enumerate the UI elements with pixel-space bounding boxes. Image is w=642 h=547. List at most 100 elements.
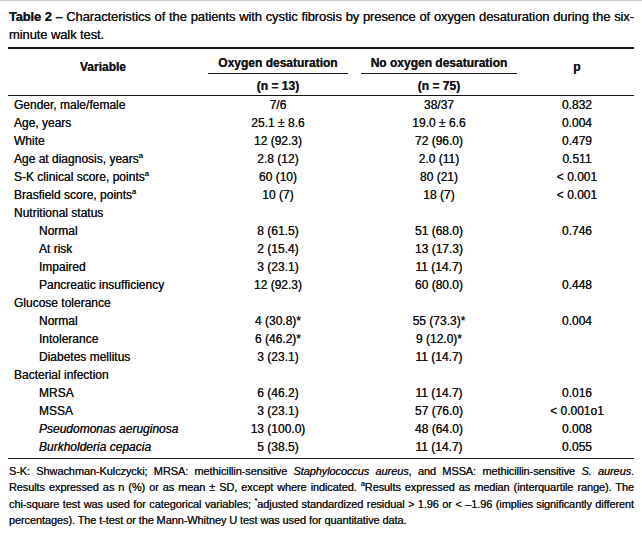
- paper-table-figure: Table 2 – Characteristics of the patient…: [0, 0, 642, 547]
- cell-nodesat: 51 (68.0): [358, 222, 520, 240]
- cell-desat: [198, 366, 358, 384]
- row-label-text: Intolerance: [39, 332, 98, 346]
- cell-desat: 4 (30.8)*: [198, 312, 358, 330]
- table-row: Pseudomonas aeruginosa 13 (100.0) 48 (64…: [8, 420, 634, 438]
- row-label: Age, years: [8, 114, 198, 132]
- cell-desat: [198, 294, 358, 312]
- table-row: Impaired 3 (23.1) 11 (14.7): [8, 258, 634, 276]
- table-header: Variable Oxygen desaturation No oxygen d…: [8, 49, 634, 96]
- table-row: Intolerance 6 (46.2)* 9 (12.0)*: [8, 330, 634, 348]
- cell-p: 0.016: [520, 384, 634, 402]
- section-label-text: Nutritional status: [14, 206, 103, 220]
- col-header-group2: No oxygen desaturation: [358, 49, 520, 74]
- cell-nodesat: 72 (96.0): [358, 132, 520, 150]
- cell-nodesat: 9 (12.0)*: [358, 330, 520, 348]
- table-row: Diabetes mellitus 3 (23.1) 11 (14.7): [8, 348, 634, 366]
- cell-nodesat: [358, 204, 520, 222]
- table-row: White 12 (92.3) 72 (96.0) 0.479: [8, 132, 634, 150]
- cell-p: [520, 366, 634, 384]
- cell-p: [520, 348, 634, 366]
- cell-desat: 6 (46.2)*: [198, 330, 358, 348]
- row-label: MRSA: [8, 384, 198, 402]
- col-header-group2-n: (n = 75): [358, 74, 520, 96]
- row-label: Pancreatic insufficiency: [8, 276, 198, 294]
- cell-nodesat: [358, 294, 520, 312]
- table-row: Burkholderia cepacia 5 (38.5) 11 (14.7) …: [8, 438, 634, 459]
- table-row: S-K clinical score, pointsa 60 (10) 80 (…: [8, 168, 634, 186]
- section-row: Bacterial infection: [8, 366, 634, 384]
- table-row: Normal 4 (30.8)* 55 (73.3)* 0.004: [8, 312, 634, 330]
- row-label: At risk: [8, 240, 198, 258]
- col-header-empty: [520, 74, 634, 96]
- cell-nodesat: 11 (14.7): [358, 348, 520, 366]
- table-row: At risk 2 (15.4) 13 (17.3): [8, 240, 634, 258]
- cell-desat: 3 (23.1): [198, 258, 358, 276]
- row-label: Impaired: [8, 258, 198, 276]
- characteristics-table: Variable Oxygen desaturation No oxygen d…: [8, 49, 634, 459]
- cell-desat: 60 (10): [198, 168, 358, 186]
- cell-p: [520, 240, 634, 258]
- cell-nodesat: 13 (17.3): [358, 240, 520, 258]
- cell-nodesat: 18 (7): [358, 186, 520, 204]
- row-label: Gender, male/female: [8, 96, 198, 115]
- col-header-group1: Oxygen desaturation: [198, 49, 358, 74]
- cell-desat: 5 (38.5): [198, 438, 358, 459]
- table-row: Age, years 25.1 ± 8.6 19.0 ± 6.6 0.004: [8, 114, 634, 132]
- table-row: Age at diagnosis, yearsa 2.8 (12) 2.0 (1…: [8, 150, 634, 168]
- row-label: Age at diagnosis, yearsa: [8, 150, 198, 168]
- cell-p: 0.832: [520, 96, 634, 115]
- footnote-text: S-K: Shwachman-Kulczycki; MRSA: methicil…: [9, 465, 294, 477]
- row-label: White: [8, 132, 198, 150]
- col-header-group1-label: Oxygen desaturation: [208, 56, 347, 74]
- cell-nodesat: 60 (80.0): [358, 276, 520, 294]
- footnote-marker: a: [145, 169, 149, 178]
- row-label-text: Age at diagnosis, years: [14, 152, 139, 166]
- cell-desat: 13 (100.0): [198, 420, 358, 438]
- cell-nodesat: 38/37: [358, 96, 520, 115]
- cell-nodesat: 57 (76.0): [358, 402, 520, 420]
- footnote-species-italic: S. aureus: [581, 465, 631, 477]
- cell-nodesat: 80 (21): [358, 168, 520, 186]
- cell-p: 0.008: [520, 420, 634, 438]
- footnote-marker: a: [132, 187, 136, 196]
- footnote-species-italic: Staphylococcus aureus: [294, 465, 409, 477]
- row-label: Pseudomonas aeruginosa: [8, 420, 198, 438]
- cell-desat: 10 (7): [198, 186, 358, 204]
- table-row: Brasfield score, pointsa 10 (7) 18 (7) <…: [8, 186, 634, 204]
- cell-p: [520, 258, 634, 276]
- cell-desat: 25.1 ± 8.6: [198, 114, 358, 132]
- cell-desat: 3 (23.1): [198, 348, 358, 366]
- cell-p: 0.479: [520, 132, 634, 150]
- section-label: Glucose tolerance: [8, 294, 198, 312]
- cell-p: < 0.001: [520, 186, 634, 204]
- section-row: Nutritional status: [8, 204, 634, 222]
- col-header-variable: Variable: [8, 49, 198, 74]
- row-label-text: Normal: [39, 224, 78, 238]
- row-label: S-K clinical score, pointsa: [8, 168, 198, 186]
- table-body: Gender, male/female 7/6 38/37 0.832 Age,…: [8, 96, 634, 459]
- table-row: Normal 8 (61.5) 51 (68.0) 0.746: [8, 222, 634, 240]
- cell-p: [520, 294, 634, 312]
- footnote-text: , and MSSA: methicillin-sensitive: [409, 465, 582, 477]
- row-label-text: S-K clinical score, points: [14, 170, 145, 184]
- col-header-p: p: [520, 49, 634, 74]
- cell-nodesat: 11 (14.7): [358, 258, 520, 276]
- col-header-group2-label: No oxygen desaturation: [361, 56, 518, 74]
- cell-p: < 0.001o1: [520, 402, 634, 420]
- table-caption: Table 2 – Characteristics of the patient…: [9, 8, 634, 44]
- cell-p: 0.004: [520, 312, 634, 330]
- row-label-text: White: [14, 134, 45, 148]
- cell-nodesat: 11 (14.7): [358, 438, 520, 459]
- row-label-text: Gender, male/female: [14, 98, 125, 112]
- table-number: Table 2 –: [9, 9, 62, 24]
- row-label-text: Diabetes mellitus: [39, 350, 130, 364]
- section-label: Nutritional status: [8, 204, 198, 222]
- cell-p: 0.448: [520, 276, 634, 294]
- cell-desat: 12 (92.3): [198, 132, 358, 150]
- table-row: MRSA 6 (46.2) 11 (14.7) 0.016: [8, 384, 634, 402]
- row-label-text: MSSA: [39, 404, 73, 418]
- row-label: Brasfield score, pointsa: [8, 186, 198, 204]
- cell-p: [520, 330, 634, 348]
- row-label: Burkholderia cepacia: [8, 438, 198, 459]
- cell-desat: [198, 204, 358, 222]
